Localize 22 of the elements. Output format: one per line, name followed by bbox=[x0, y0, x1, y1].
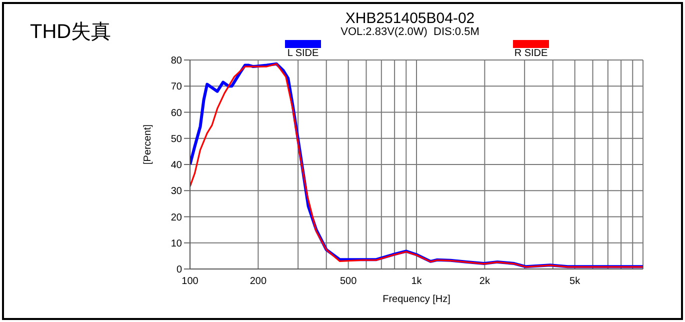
x-tick-label: 2k bbox=[479, 276, 491, 288]
y-tick-label: 80 bbox=[170, 56, 182, 67]
x-tick-label: 1k bbox=[411, 276, 423, 288]
x-tick-label: 100 bbox=[182, 276, 199, 288]
x-axis-title: Frequency [Hz] bbox=[382, 294, 451, 305]
y-tick-label: 60 bbox=[170, 108, 182, 119]
text: VOL:2.83V(2.0W) DIS:0.5M bbox=[340, 26, 480, 38]
chart-title: THD失真 bbox=[30, 20, 112, 45]
y-tick-label: 30 bbox=[170, 186, 182, 198]
y-axis-title: [Percent] bbox=[142, 124, 154, 164]
y-tick-label: 50 bbox=[170, 134, 182, 145]
legend-label: L SIDE bbox=[286, 48, 320, 59]
y-tick-label: 10 bbox=[170, 238, 182, 250]
x-tick-label: 500 bbox=[340, 276, 358, 288]
x-tick-label: 200 bbox=[250, 276, 267, 288]
y-tick-label: 40 bbox=[170, 160, 182, 172]
legend-label: R SIDE bbox=[513, 48, 549, 59]
y-tick-label: 0 bbox=[176, 264, 182, 276]
chart-subtitle: XHB251405B04-02 bbox=[344, 10, 476, 27]
y-tick-label: 70 bbox=[170, 82, 182, 93]
x-tick-label: 5k bbox=[570, 276, 582, 288]
y-tick-label: 20 bbox=[170, 212, 182, 224]
